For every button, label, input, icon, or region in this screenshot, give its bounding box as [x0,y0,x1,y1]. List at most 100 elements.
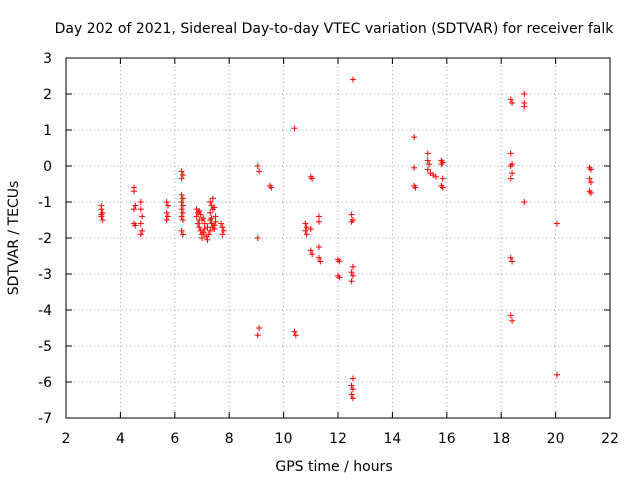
data-point [137,220,144,227]
data-point [163,209,170,216]
data-point [205,231,212,238]
data-point [586,175,593,182]
x-tick-label: 16 [438,431,456,447]
data-point [256,168,263,175]
data-point [99,217,106,223]
data-point [139,213,146,220]
data-point [219,231,226,238]
data-point [587,190,594,196]
data-point [553,220,560,227]
data-point [254,235,261,241]
x-tick-label: 18 [492,431,510,447]
data-point [509,317,516,324]
data-point [424,150,431,157]
data-point [317,258,324,265]
data-point [307,247,314,254]
x-tick-label: 22 [601,431,619,447]
data-point [424,166,431,173]
data-point [179,172,186,178]
data-point [254,332,261,339]
y-tick-label: -3 [38,267,52,283]
data-point [291,328,298,335]
y-tick-label: -1 [38,195,52,211]
data-point [178,199,185,205]
data-point [211,226,218,232]
data-point [438,161,445,168]
data-point [291,125,298,132]
y-tick-label: 3 [43,51,52,67]
data-point [212,213,219,220]
y-tick-label: -5 [38,339,52,355]
data-point [521,91,528,97]
x-tick-label: 4 [116,431,125,447]
data-point [163,199,170,205]
data-point [309,175,316,182]
data-point [507,163,514,169]
data-point [509,100,516,106]
data-point [200,215,207,222]
data-point [507,96,514,103]
data-point [315,244,322,250]
data-point [139,227,146,234]
data-point [163,217,170,223]
data-point [207,227,214,234]
data-point [178,175,185,182]
data-point [178,227,185,234]
y-tick-label: -6 [38,375,52,391]
data-point [348,391,355,398]
data-point [315,213,322,220]
data-point [204,224,211,231]
data-point [256,325,263,331]
data-point [132,202,139,209]
data-point [179,217,186,223]
data-point [439,175,446,182]
data-point [179,209,186,216]
data-point [196,208,203,214]
data-point [137,231,144,238]
data-point [315,254,322,261]
data-point [197,211,204,218]
y-tick-label: 2 [43,87,52,103]
data-point [201,220,208,227]
data-point [587,179,594,186]
data-point [349,263,356,270]
data-point [349,76,356,83]
data-point [424,157,431,164]
data-point [507,150,514,157]
y-tick-label: -2 [38,231,52,247]
y-tick-label: 0 [43,159,52,175]
data-point [426,161,433,168]
data-point [315,218,322,225]
x-tick-label: 12 [329,431,347,447]
x-tick-label: 10 [275,431,293,447]
data-point [179,231,186,238]
data-point [348,211,355,218]
data-point [207,199,214,205]
data-point [194,220,201,227]
data-point [521,199,528,205]
data-point [302,220,309,227]
data-point [165,202,171,209]
data-point [254,163,261,169]
point-layer [98,76,594,402]
data-point [307,226,314,232]
data-point [411,164,418,171]
data-point [204,236,211,243]
data-point [137,199,144,205]
data-point [178,191,185,198]
data-point [165,213,171,220]
data-point [303,231,310,238]
data-point [507,312,514,319]
data-point [348,278,355,285]
data-point [131,206,137,213]
x-tick-label: 6 [170,431,179,447]
data-point [218,220,225,227]
data-point [303,224,310,231]
data-point [209,195,216,202]
data-point [268,184,275,191]
data-point [131,188,137,195]
data-point [199,235,205,241]
data-point [509,170,516,177]
data-point [349,375,356,382]
